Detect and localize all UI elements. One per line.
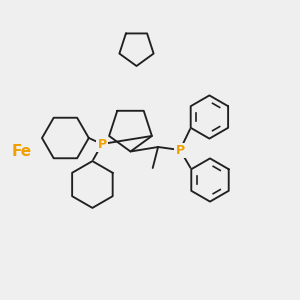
Text: P: P bbox=[98, 137, 106, 151]
Text: Fe: Fe bbox=[11, 144, 32, 159]
Text: P: P bbox=[176, 143, 184, 157]
